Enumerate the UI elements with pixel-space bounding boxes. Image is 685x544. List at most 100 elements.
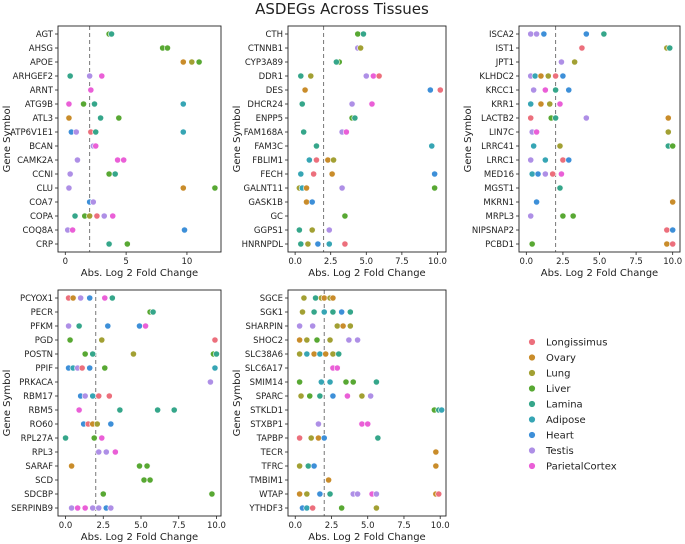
y-tick-label: NIPSNAP2	[472, 226, 514, 236]
data-point	[89, 198, 97, 206]
data-point	[556, 142, 564, 150]
data-point	[211, 336, 219, 344]
data-point	[669, 240, 677, 248]
data-point	[431, 170, 439, 178]
data-point	[348, 100, 356, 108]
y-tick-label: KRCC1	[486, 86, 514, 96]
data-point	[669, 142, 677, 150]
y-tick-label: PRKACA	[19, 378, 53, 388]
x-tick-label: 5.0	[361, 521, 375, 531]
data-point	[310, 350, 318, 358]
y-tick-label: FECH	[260, 170, 283, 180]
data-point	[582, 114, 590, 122]
y-axis-label: Gene Symbol	[463, 106, 474, 173]
data-point	[367, 392, 375, 400]
data-point	[303, 184, 310, 192]
data-point	[296, 322, 303, 330]
data-point	[358, 392, 366, 400]
data-point	[432, 448, 440, 456]
data-point	[344, 392, 351, 400]
legend-marker	[528, 338, 536, 346]
y-tick-label: ISCA2	[489, 30, 514, 40]
y-tick-label: TAPBP	[256, 434, 283, 444]
y-tick-label: SARAF	[25, 462, 53, 472]
y-tick-label: CYP3A89	[245, 58, 283, 68]
legend-label: Testis	[545, 446, 574, 457]
x-tick-label: 7.5	[629, 257, 643, 267]
data-point	[304, 462, 312, 470]
y-tick-label: LRRC41	[481, 142, 514, 152]
data-point	[338, 184, 346, 192]
y-tick-label: TFRC	[261, 462, 284, 472]
data-point	[663, 226, 671, 234]
data-point	[329, 392, 337, 400]
data-point	[71, 212, 79, 220]
data-point	[346, 308, 354, 316]
legend-label: Lamina	[546, 400, 583, 411]
data-point	[303, 504, 311, 512]
data-point	[69, 226, 76, 234]
data-point	[65, 100, 73, 108]
x-tick-label: 10.0	[207, 521, 226, 531]
y-tick-label: IST1	[495, 44, 514, 54]
data-point	[326, 490, 334, 498]
data-point	[326, 378, 334, 386]
data-point	[565, 156, 573, 164]
data-point	[552, 114, 559, 122]
data-point	[108, 30, 115, 38]
data-point	[195, 58, 203, 66]
data-point	[87, 86, 95, 94]
data-point	[329, 350, 337, 358]
data-point	[309, 322, 317, 330]
y-tick-label: PPIF	[35, 364, 53, 374]
data-point	[329, 308, 337, 316]
legend-marker	[528, 415, 536, 424]
data-point	[306, 392, 314, 400]
data-point	[663, 240, 671, 248]
x-tick-label: 0.0	[59, 521, 73, 531]
x-axis-label: Abs. Log 2 Fold Change	[308, 532, 425, 543]
y-tick-label: PECR	[31, 308, 53, 318]
data-point	[328, 170, 336, 178]
data-point	[559, 72, 567, 80]
data-point	[313, 336, 321, 344]
y-tick-label: GASK1B	[248, 198, 283, 208]
y-tick-label: LRRC1	[487, 156, 514, 166]
y-tick-label: AGT	[36, 30, 54, 40]
x-tick-label: 5.0	[593, 257, 607, 267]
data-point	[92, 128, 100, 136]
data-point	[600, 30, 608, 38]
data-point	[62, 434, 69, 442]
data-point	[308, 226, 316, 234]
data-point	[556, 100, 564, 108]
data-point	[98, 434, 106, 442]
y-tick-label: FAM168A	[244, 128, 283, 138]
data-point	[107, 504, 115, 512]
data-point	[143, 462, 151, 470]
data-point	[303, 490, 311, 498]
data-point	[295, 226, 303, 234]
data-point	[104, 322, 112, 330]
data-point	[373, 490, 380, 498]
y-tick-label: SDCBP	[24, 490, 53, 500]
data-point	[179, 128, 187, 136]
data-point	[95, 448, 103, 456]
data-point	[89, 392, 97, 400]
legend-marker	[528, 446, 536, 455]
data-point	[211, 364, 219, 372]
legend-label: Liver	[546, 384, 571, 395]
data-point	[569, 212, 577, 220]
data-point	[154, 406, 162, 414]
data-point	[146, 476, 154, 484]
data-point	[533, 198, 540, 206]
y-tick-label: RPL3	[32, 448, 53, 458]
data-point	[303, 336, 311, 344]
y-tick-label: MKRN1	[483, 198, 514, 208]
data-point	[436, 86, 444, 94]
y-tick-label: ATG9B	[25, 100, 53, 110]
data-point	[299, 308, 306, 316]
axes-frame	[57, 25, 222, 253]
x-tick-label: 7.5	[395, 257, 409, 267]
data-point	[527, 156, 535, 164]
